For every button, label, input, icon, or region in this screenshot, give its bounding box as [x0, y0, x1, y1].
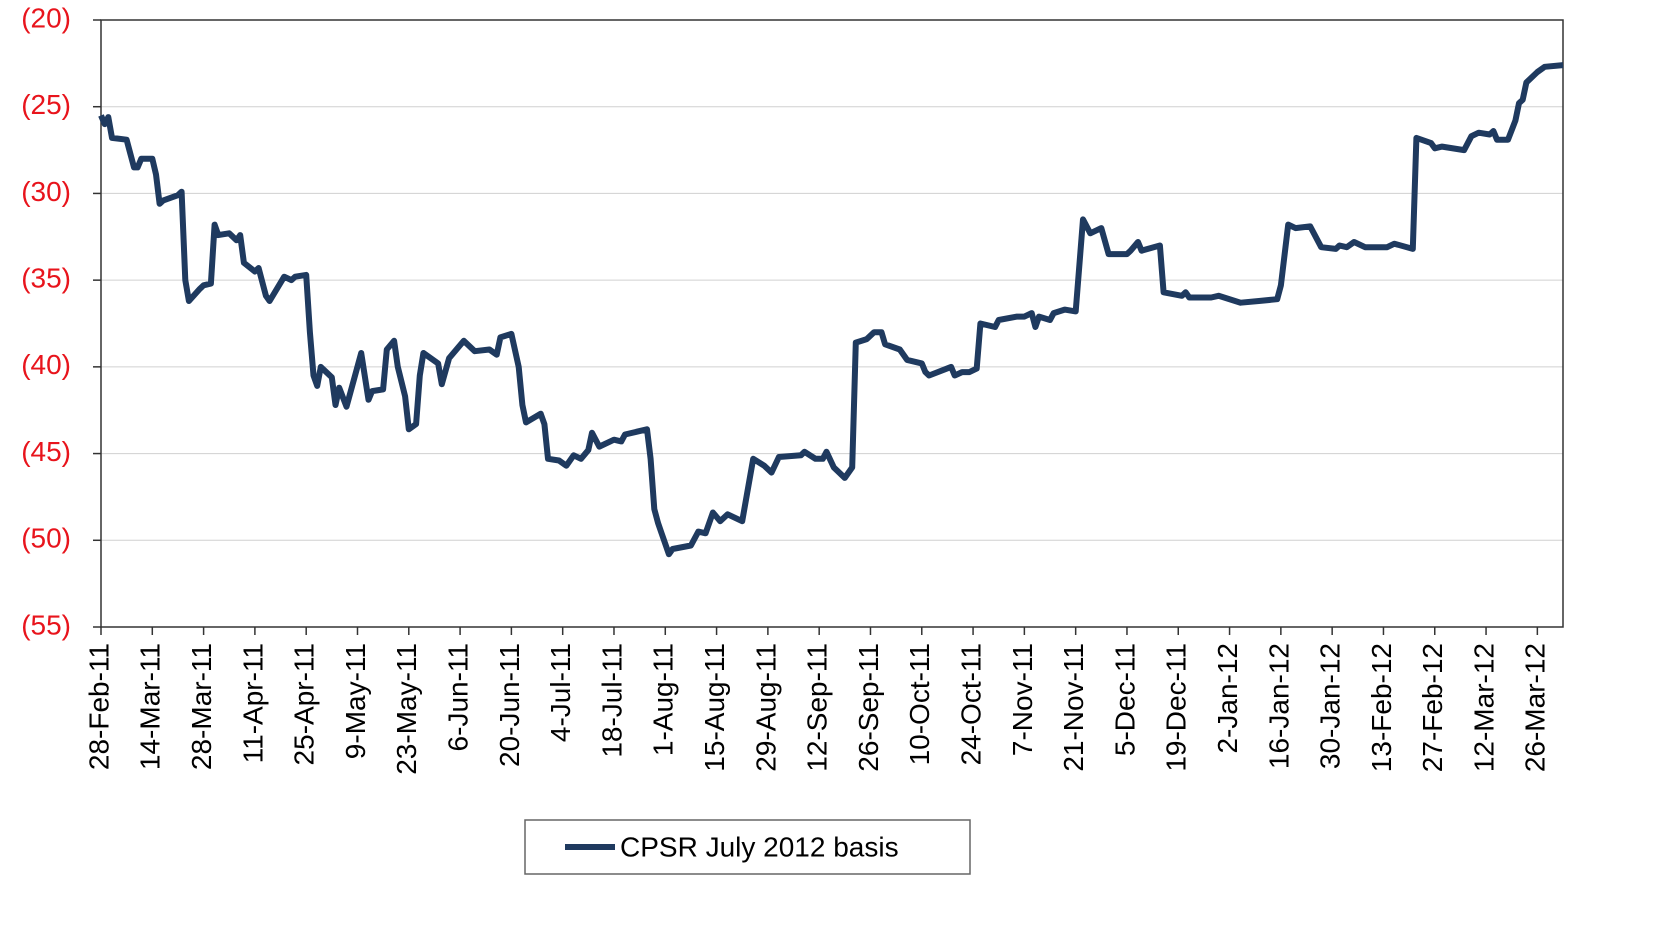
x-tick-label: 23-May-11: [391, 643, 422, 775]
x-tick-label: 24-Oct-11: [955, 643, 986, 765]
x-tick-label: 7-Nov-11: [1007, 643, 1038, 756]
x-tick-label: 4-Jul-11: [545, 643, 576, 742]
legend-label: CPSR July 2012 basis: [620, 831, 899, 862]
x-tick-label: 1-Aug-11: [648, 643, 679, 756]
x-tick-label: 25-Apr-11: [289, 643, 320, 765]
x-tick-label: 5-Dec-11: [1109, 643, 1140, 756]
x-tick-label: 10-Oct-11: [904, 643, 935, 765]
plot-frame: [100, 19, 1564, 628]
x-tick-label: 15-Aug-11: [699, 643, 730, 772]
x-tick-label: 13-Feb-12: [1366, 643, 1397, 772]
x-tick-label: 9-May-11: [340, 643, 371, 759]
x-tick-label: 14-Mar-11: [135, 643, 166, 770]
x-tick-label: 21-Nov-11: [1058, 643, 1089, 772]
x-tick-label: 2-Jan-12: [1212, 643, 1243, 754]
x-tick-label: 6-Jun-11: [442, 643, 473, 751]
x-tick-label: 12-Mar-12: [1468, 643, 1499, 772]
series-line: [98, 62, 1564, 558]
y-tick-label: (35): [21, 263, 71, 294]
y-tick-label: (20): [21, 2, 71, 33]
y-tick-label: (55): [21, 609, 71, 640]
y-tick-label: (30): [21, 176, 71, 207]
y-tick-label: (45): [21, 436, 71, 467]
y-tick-label: (25): [21, 89, 71, 120]
x-tick-label: 27-Feb-12: [1417, 643, 1448, 772]
y-tick-label: (50): [21, 523, 71, 554]
x-tick-label: 18-Jul-11: [596, 643, 627, 758]
x-tick-label: 28-Mar-11: [186, 643, 217, 770]
y-tick-label: (40): [21, 349, 71, 380]
x-tick-label: 16-Jan-12: [1263, 643, 1294, 769]
x-tick-label: 29-Aug-11: [750, 643, 781, 772]
x-tick-label: 28-Feb-11: [83, 643, 114, 770]
x-tick-label: 12-Sep-11: [802, 643, 833, 772]
x-tick-label: 20-Jun-11: [494, 643, 525, 767]
x-tick-label: 19-Dec-11: [1161, 643, 1192, 772]
x-tick-label: 11-Apr-11: [237, 643, 268, 763]
x-tick-label: 26-Sep-11: [853, 643, 884, 772]
x-tick-label: 26-Mar-12: [1520, 643, 1551, 772]
x-tick-label: 30-Jan-12: [1315, 643, 1346, 769]
